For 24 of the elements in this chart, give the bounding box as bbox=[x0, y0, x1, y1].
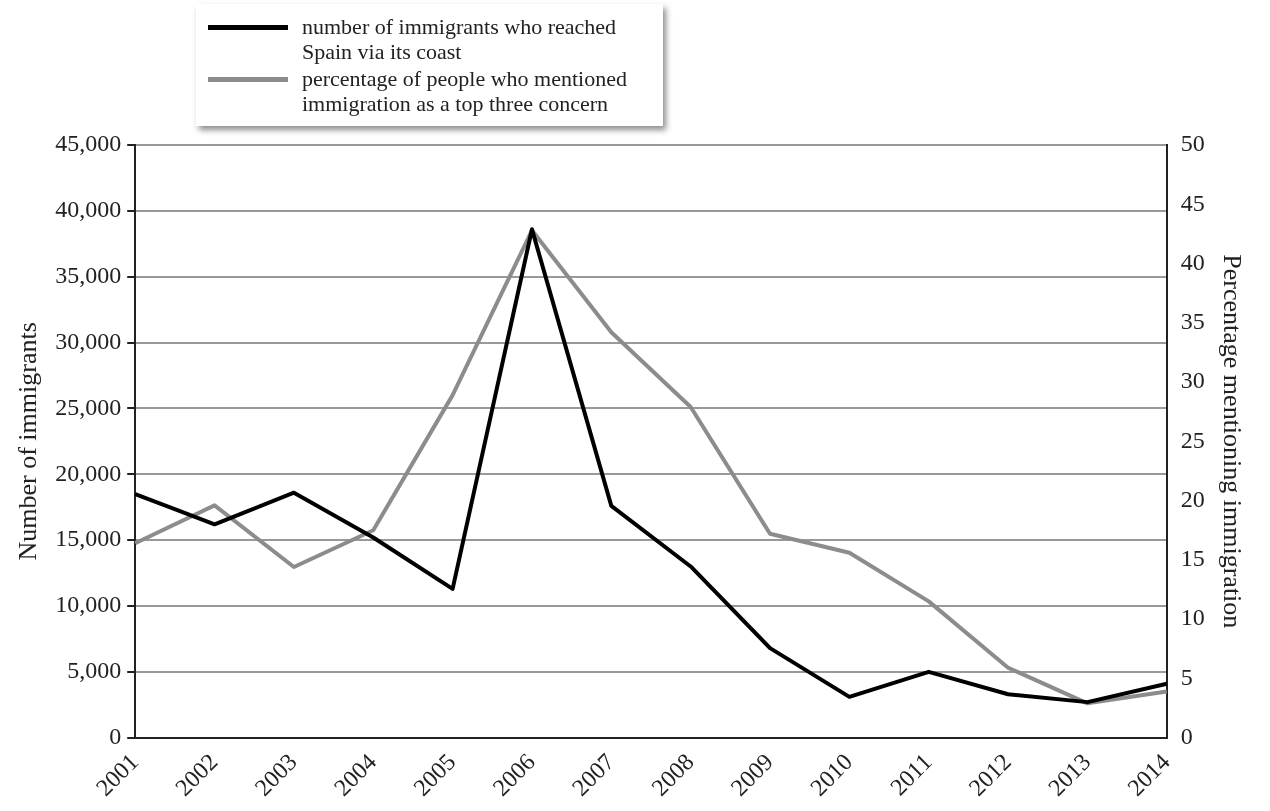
y2-tick-label: 40 bbox=[1180, 248, 1205, 275]
y2-tick-label: 5 bbox=[1180, 663, 1193, 690]
y2-tick-label: 35 bbox=[1180, 308, 1205, 335]
y2-tick-label: 0 bbox=[1180, 722, 1193, 749]
y-tick-label: 15,000 bbox=[55, 525, 122, 552]
y-tick-label: 30,000 bbox=[55, 327, 122, 354]
y2-tick-label: 50 bbox=[1180, 130, 1205, 157]
y-tick-label: 45,000 bbox=[55, 130, 122, 157]
y2-tick-label: 10 bbox=[1180, 604, 1205, 631]
y2-axis-title: Percentage mentioning immigration bbox=[1217, 254, 1247, 629]
y-tick-label: 40,000 bbox=[55, 196, 122, 223]
y2-tick-label: 15 bbox=[1180, 545, 1205, 572]
y-tick-label: 10,000 bbox=[55, 591, 122, 618]
y2-tick-label: 20 bbox=[1180, 485, 1205, 512]
y2-tick-label: 45 bbox=[1180, 189, 1205, 216]
y-axis-title: Number of immigrants bbox=[13, 322, 43, 561]
y-tick-label: 35,000 bbox=[55, 262, 122, 289]
y-tick-label: 25,000 bbox=[55, 393, 122, 420]
y2-tick-label: 25 bbox=[1180, 426, 1205, 453]
y-tick-label: 20,000 bbox=[55, 459, 122, 486]
y2-tick-label: 30 bbox=[1180, 367, 1205, 394]
y-tick-label: 0 bbox=[109, 722, 122, 749]
y-tick-label: 5,000 bbox=[67, 657, 122, 684]
legend-label: percentage of people who mentioned immigration as a top three concern bbox=[302, 66, 628, 116]
